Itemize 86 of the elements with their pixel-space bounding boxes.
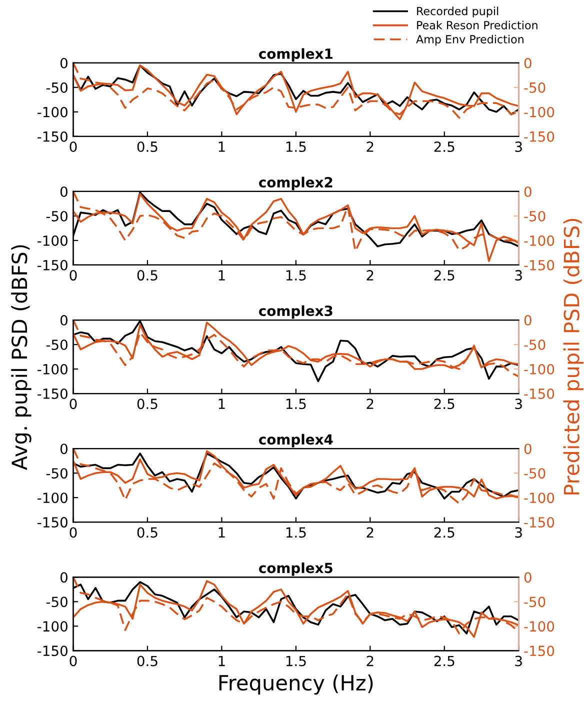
- y2-tick-label: -50: [524, 468, 546, 479]
- x-tick-label: 0.5: [137, 656, 158, 666]
- y-tick-label: 0: [60, 186, 68, 197]
- chart-title: complex4: [259, 434, 333, 448]
- y2-tick-label: -150: [524, 388, 554, 399]
- y-tick-label: 0: [60, 58, 68, 68]
- chart-title: complex5: [259, 562, 332, 576]
- y-tick-label: -150: [38, 517, 68, 528]
- y-tick-label: -150: [38, 646, 68, 656]
- y2-tick-label: -150: [524, 646, 554, 656]
- y2-tick-label: -100: [524, 621, 554, 632]
- y2-tick-label: 0: [524, 444, 532, 454]
- x-tick-label: 1: [218, 527, 225, 538]
- x-tick-label: 3: [515, 270, 522, 281]
- y2-tick-label: -50: [524, 82, 546, 93]
- x-tick-label: 1.5: [286, 270, 306, 281]
- y-tick-label: -50: [46, 468, 68, 479]
- y2-tick-label: -100: [524, 235, 554, 246]
- y2-tick-label: 0: [524, 186, 532, 197]
- legend-label: Recorded pupil: [417, 6, 498, 18]
- chart-title: complex1: [259, 48, 332, 62]
- x-tick-label: 2: [366, 141, 374, 152]
- y2-tick-label: -100: [524, 492, 554, 504]
- y2-tick-label: -100: [524, 106, 554, 118]
- x-tick-label: 0: [70, 398, 77, 410]
- y2-tick-label: 0: [524, 315, 532, 326]
- x-tick-label: 1: [218, 398, 225, 409]
- x-tick-label: 3: [515, 527, 522, 538]
- x-tick-label: 0.5: [137, 398, 158, 410]
- y-tick-label: 0: [60, 444, 68, 454]
- x-tick-label: 0: [70, 270, 77, 281]
- y-axis-title: Avg. pupil PSD (dBFS): [11, 245, 32, 470]
- y2-tick-label: 0: [524, 58, 532, 68]
- y2-tick-label: 0: [524, 572, 532, 583]
- x-tick-label: 2.5: [434, 527, 454, 538]
- y-tick-label: -50: [46, 82, 68, 93]
- x-tick-label: 0.5: [137, 527, 158, 538]
- x-tick-label: 1.5: [286, 142, 306, 152]
- y-tick-label: -150: [38, 131, 68, 142]
- x-tick-label: 1.5: [286, 527, 306, 538]
- x-tick-label: 2: [366, 656, 374, 666]
- y2-tick-label: -50: [524, 340, 546, 350]
- x-tick-label: 1.5: [286, 656, 306, 666]
- x-tick-label: 0.5: [137, 141, 158, 152]
- x-tick-label: 0: [70, 656, 77, 666]
- y-tick-label: 0: [60, 572, 68, 583]
- y2-tick-label: -150: [524, 131, 554, 142]
- chart-title: complex3: [259, 305, 332, 319]
- legend-label: Peak Reson Prediction: [417, 20, 538, 30]
- y-tick-label: -100: [38, 621, 68, 632]
- legend-label: Amp Env Prediction: [416, 34, 524, 46]
- x-tick-label: 2.5: [434, 656, 454, 666]
- y-tick-label: -50: [46, 340, 68, 350]
- chart-title: complex2: [259, 176, 332, 190]
- x-tick-label: 0.5: [137, 270, 158, 281]
- y-tick-label: -50: [46, 210, 68, 222]
- y-tick-label: -150: [38, 388, 68, 399]
- x-tick-label: 1.5: [286, 398, 306, 410]
- x-tick-label: 2: [366, 270, 374, 280]
- x-tick-label: 2: [366, 398, 374, 409]
- y-tick-label: 0: [60, 315, 68, 326]
- y-tick-label: -100: [38, 492, 68, 504]
- x-tick-label: 2.5: [434, 398, 454, 410]
- y-tick-label: -150: [38, 260, 68, 270]
- x-tick-label: 2.5: [434, 141, 454, 152]
- x-tick-label: 1: [218, 270, 225, 280]
- y2-tick-label: -150: [524, 260, 554, 270]
- y-tick-label: -100: [38, 106, 68, 118]
- x-tick-label: 3: [515, 656, 522, 666]
- y-tick-label: -100: [38, 235, 68, 246]
- y2-tick-label: -50: [524, 596, 546, 608]
- y-tick-label: -50: [46, 596, 68, 608]
- x-tick-label: 0: [70, 141, 77, 152]
- x-tick-label: 3: [515, 398, 522, 410]
- x-tick-label: 2: [366, 527, 374, 538]
- x-tick-label: 1: [218, 142, 225, 152]
- x-axis-title: Frequency (Hz): [219, 674, 373, 695]
- y2-tick-label: -150: [524, 517, 554, 528]
- y-tick-label: -100: [38, 364, 68, 375]
- x-tick-label: 3: [515, 141, 522, 152]
- x-tick-label: 2.5: [434, 270, 454, 281]
- y2-tick-label: -100: [524, 364, 554, 375]
- y2-tick-label: -50: [524, 210, 546, 222]
- y2-axis-title: Predicted pupil PSD (dBFS): [563, 218, 584, 494]
- x-tick-label: 0: [70, 527, 77, 538]
- x-tick-label: 1: [218, 656, 225, 666]
